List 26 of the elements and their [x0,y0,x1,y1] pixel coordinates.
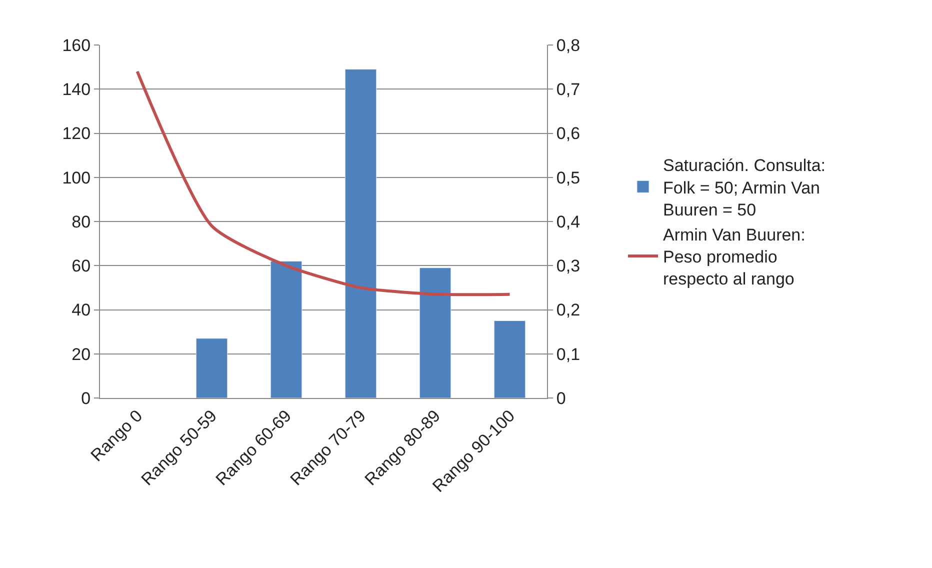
y-tick-label: 60 [72,256,91,276]
y-tick-label: 40 [72,300,91,320]
bar [494,320,526,398]
line-series [136,70,512,296]
y2-tick-label: 0 [556,388,566,408]
y2-tick-label: 0,2 [556,300,580,320]
legend-label: Armin Van Buuren: Peso promedio respecto al rango [662,225,806,289]
y2-tick-label: 0,8 [556,36,580,55]
bar [270,260,302,398]
y2-tick-label: 0,1 [556,344,580,364]
y2-tick-label: 0,4 [556,212,580,232]
y-tick-label: 160 [62,36,91,55]
y2-tick-label: 0,7 [556,80,580,100]
y2-tick-label: 0,5 [556,168,580,188]
y-tick-label: 140 [62,80,91,100]
y-tick-label: 20 [72,344,91,364]
y-tick-label: 0 [81,388,91,408]
y2-tick-label: 0,3 [556,256,580,276]
bar [344,69,377,398]
y-tick-label: 80 [72,212,91,232]
y2-tick-label: 0,6 [556,124,580,144]
bar [419,268,452,398]
legend-label: Saturación. Consulta: Folk = 50; Armin Van Buuren = 50 [662,156,826,220]
bar [196,338,228,398]
y-tick-label: 100 [62,168,91,188]
y-tick-label: 120 [62,124,91,144]
